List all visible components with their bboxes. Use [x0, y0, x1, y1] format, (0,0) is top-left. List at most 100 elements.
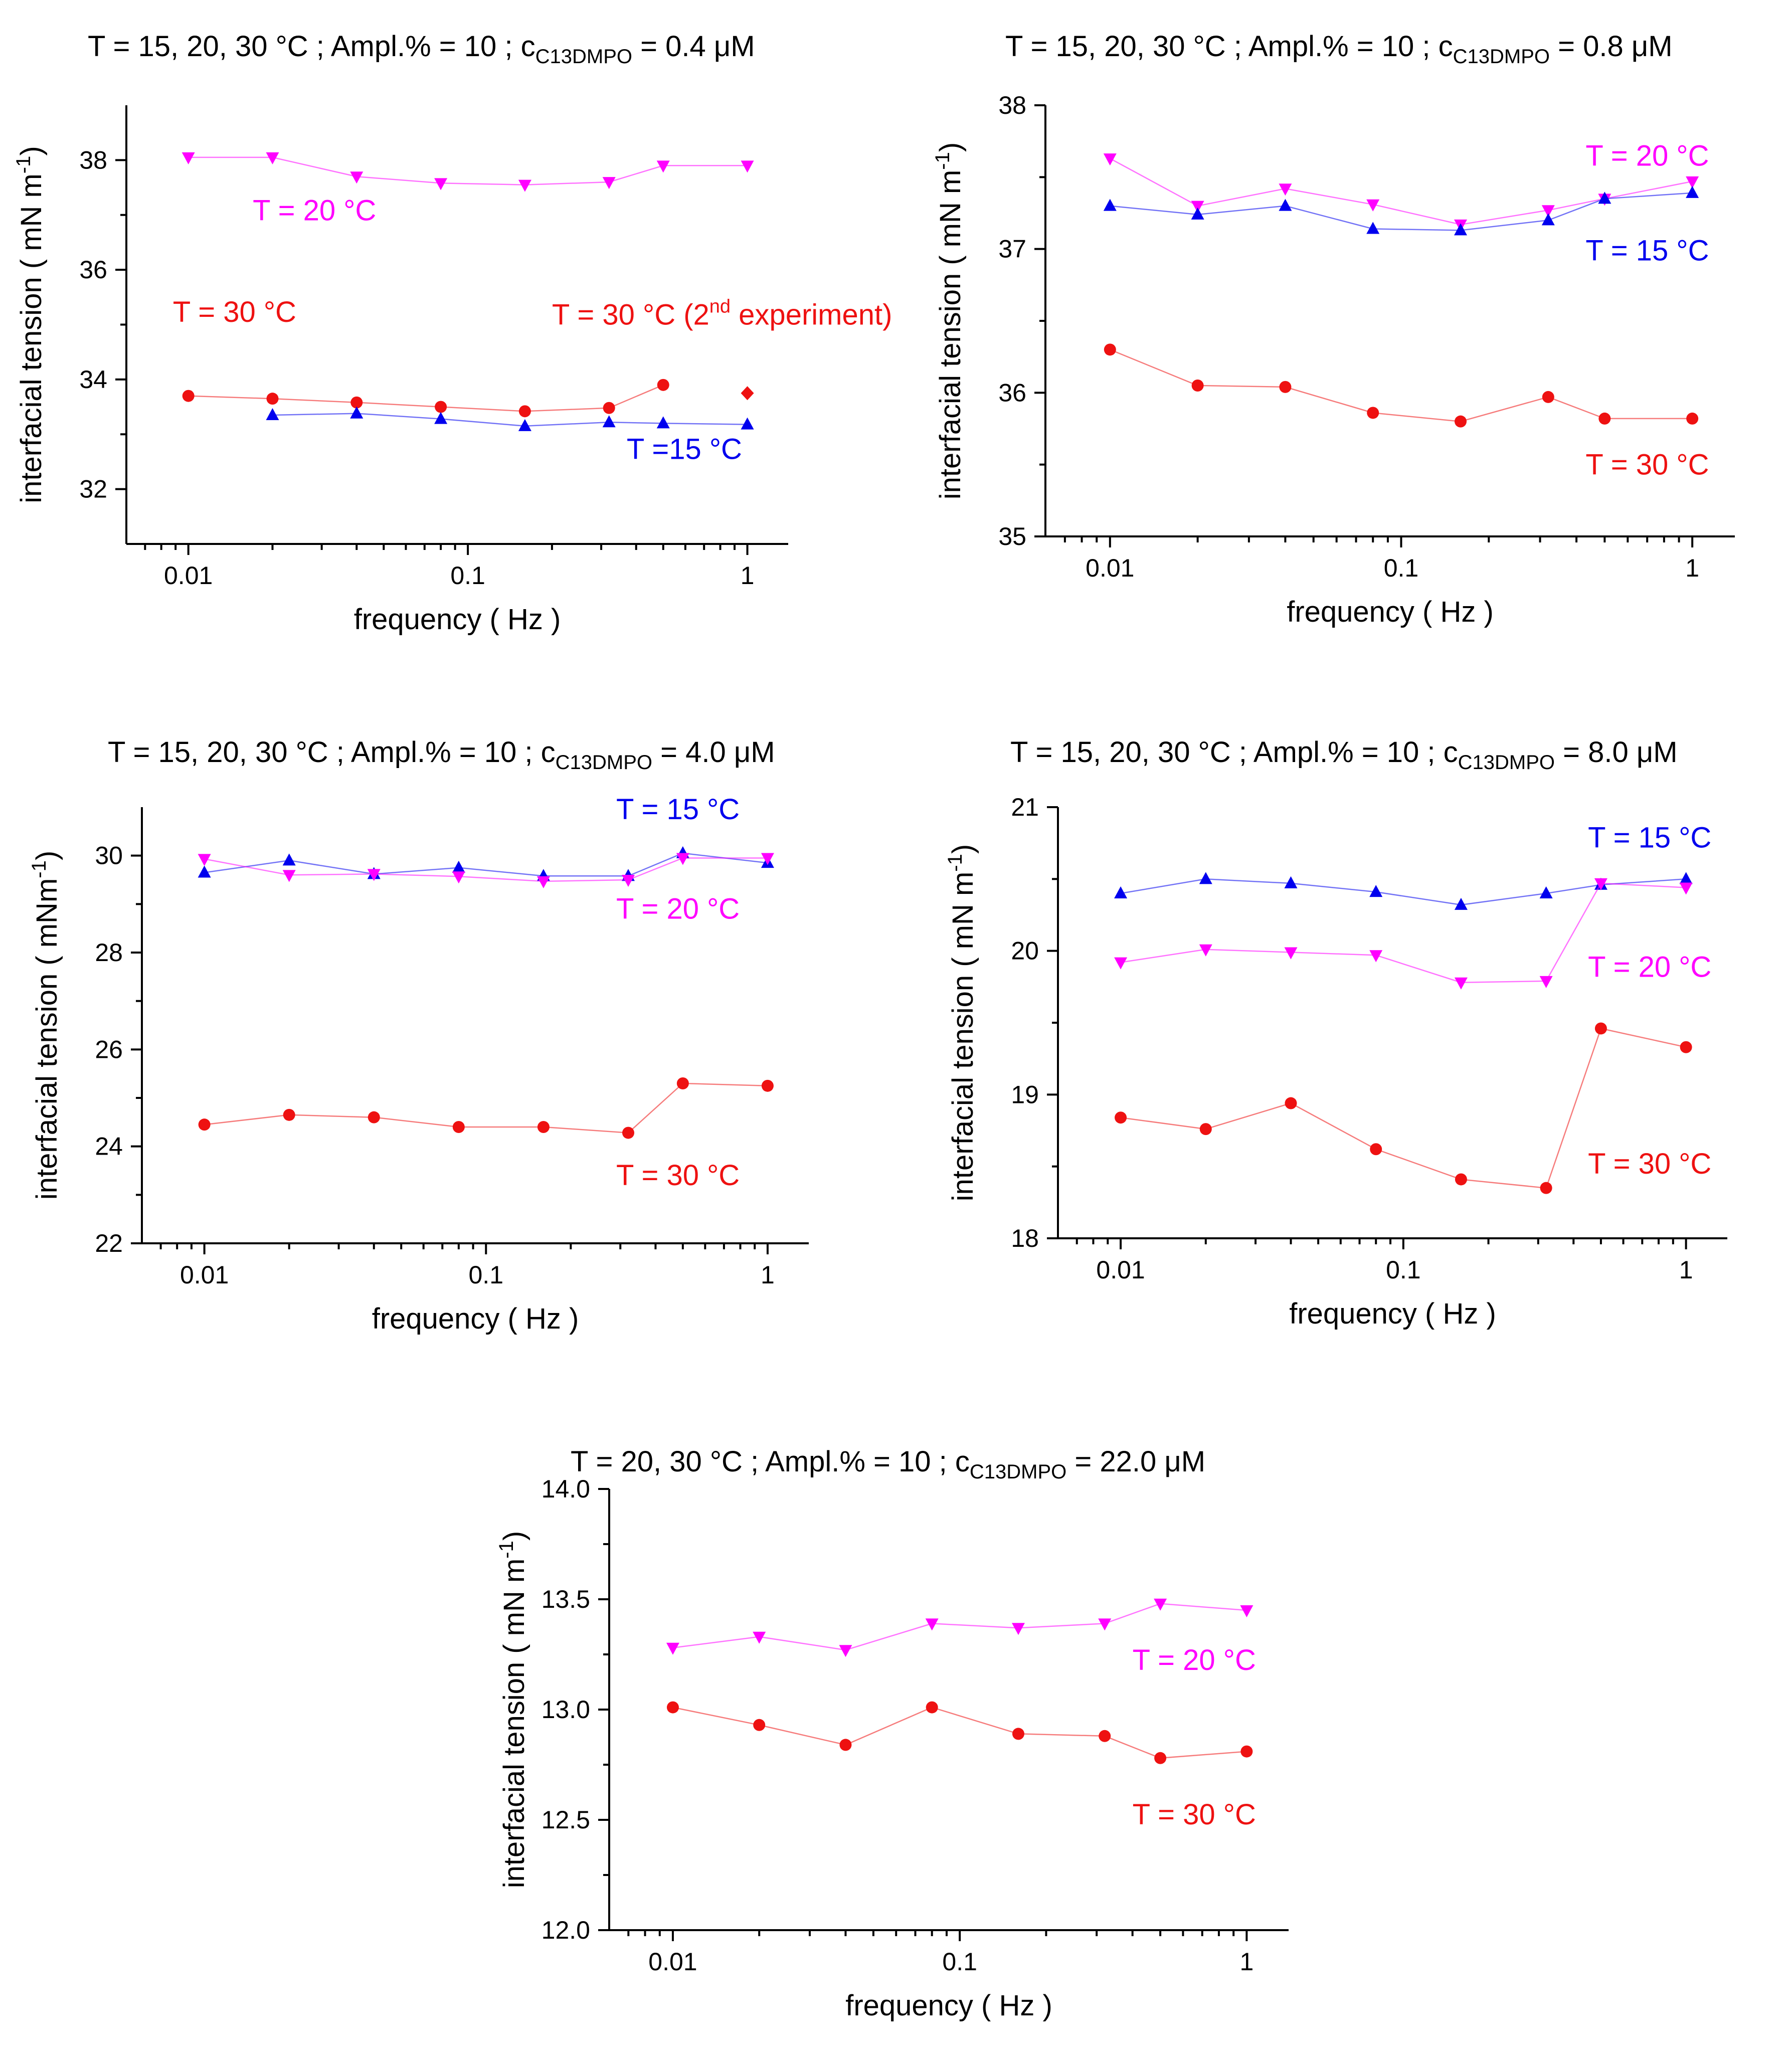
x-tick-label: 0.1 [1386, 1256, 1421, 1284]
chart-2: T = 15, 20, 30 °C ; Ampl.% = 10 ; cC13DM… [932, 30, 1735, 628]
chart-title: T = 20, 30 °C ; Ampl.% = 10 ; cC13DMPO =… [571, 1445, 1205, 1483]
data-point [676, 1077, 689, 1089]
data-point [266, 393, 279, 405]
data-point [1103, 199, 1117, 211]
x-axis-label: frequency ( Hz ) [372, 1302, 579, 1335]
y-tick-label: 18 [1011, 1224, 1039, 1252]
y-axis-label: interfacial tension ( mN m-1) [932, 142, 967, 499]
data-point [266, 152, 279, 164]
data-point [741, 160, 754, 173]
y-axis-label: interfacial tension ( mN m-1) [495, 1531, 530, 1888]
data-point [741, 417, 754, 430]
series-annotation: T = 30 °C [1588, 1148, 1711, 1180]
data-point [1686, 185, 1699, 198]
data-point [1539, 976, 1553, 988]
chart-title-main: T = 20, 30 °C ; Ampl.% = 10 ; c [571, 1445, 970, 1478]
data-point [1115, 1111, 1127, 1124]
y-axis-label-superscript: -1 [932, 152, 954, 170]
data-point [1114, 957, 1128, 970]
y-tick-label: 21 [1011, 793, 1039, 821]
data-point [602, 177, 616, 190]
annotation-text: T = 15 °C [616, 793, 740, 826]
y-tick-label: 14.0 [542, 1475, 590, 1503]
series-line [1110, 349, 1693, 422]
annotation-text: T = 30 °C [173, 296, 296, 328]
data-point [1199, 872, 1212, 884]
chart-title-tail: = 8.0 μM [1555, 736, 1678, 769]
series-annotation: T = 20 °C [1133, 1644, 1256, 1676]
y-axis-label: interfacial tension ( mNm-1) [28, 851, 63, 1200]
chart-title-main: T = 15, 20, 30 °C ; Ampl.% = 10 ; c [108, 736, 556, 769]
chart-5: T = 20, 30 °C ; Ampl.% = 10 ; cC13DMPO =… [495, 1445, 1289, 2022]
data-point [1542, 391, 1554, 403]
data-point [350, 396, 363, 409]
data-point [1455, 1173, 1467, 1186]
series-t-30-c [1104, 343, 1699, 428]
chart-title-subscript: C13DMPO [556, 752, 652, 774]
series-annotation: T = 30 °C [616, 1159, 740, 1192]
series-annotation: T = 30 °C [173, 296, 296, 328]
x-tick-label: 0.1 [942, 1948, 977, 1976]
data-point [1191, 207, 1204, 220]
data-point [198, 1118, 211, 1131]
series-t-15-c [1103, 185, 1699, 236]
annotation-tail: experiment) [731, 299, 892, 331]
y-tick-label: 38 [79, 146, 107, 174]
chart-title-main: T = 15, 20, 30 °C ; Ampl.% = 10 ; c [1005, 30, 1453, 63]
series-line [1120, 1028, 1686, 1189]
series-annotation: T = 20 °C [253, 195, 376, 227]
y-tick-label: 34 [79, 365, 107, 394]
series-line [272, 413, 748, 427]
data-point [602, 415, 616, 428]
data-point [1154, 1752, 1167, 1764]
data-point [926, 1701, 938, 1714]
data-point [839, 1645, 852, 1657]
y-tick-label: 12.5 [542, 1806, 590, 1834]
data-point [1104, 343, 1116, 356]
data-point [1454, 223, 1468, 236]
annotation-text: T = 20 °C [253, 195, 376, 227]
y-tick-label: 13.5 [542, 1585, 590, 1613]
annotation-text: T = 30 °C [1588, 1148, 1711, 1180]
annotation-text: T =15 °C [627, 433, 742, 465]
y-tick-label: 28 [95, 939, 123, 967]
series-annotation: T = 30 °C [1133, 1798, 1256, 1831]
data-point [1284, 947, 1298, 960]
data-point [518, 179, 531, 192]
series-line [1120, 882, 1686, 983]
data-point [282, 870, 296, 882]
x-tick-label: 0.1 [469, 1261, 504, 1289]
data-point [666, 1701, 679, 1714]
data-point [1367, 407, 1379, 419]
data-point [198, 854, 211, 866]
data-point [1598, 192, 1611, 204]
x-tick-label: 0.1 [450, 561, 485, 590]
data-point [1103, 153, 1117, 166]
series-t-30-c [182, 379, 669, 418]
series-t-20-c [666, 1598, 1253, 1657]
y-axis-label-main: interfacial tension ( mN m [498, 1559, 530, 1889]
annotation-text: T = 20 °C [1133, 1644, 1256, 1676]
y-axis-label-tail: ) [15, 146, 48, 155]
chart-title: T = 15, 20, 30 °C ; Ampl.% = 10 ; cC13DM… [1005, 30, 1673, 68]
data-point [368, 1111, 380, 1123]
y-tick-label: 19 [1011, 1080, 1039, 1108]
series-annotation: T = 15 °C [1588, 821, 1711, 854]
y-tick-label: 26 [95, 1035, 123, 1063]
chart-title-tail: = 0.8 μM [1550, 30, 1673, 63]
data-point [925, 1618, 939, 1631]
series-annotation: T = 15 °C [1585, 235, 1709, 267]
series-annotation: T =15 °C [627, 433, 742, 465]
data-point [1454, 977, 1468, 990]
x-tick-label: 0.01 [180, 1261, 229, 1289]
y-tick-label: 30 [95, 842, 123, 870]
chart-3: T = 15, 20, 30 °C ; Ampl.% = 10 ; cC13DM… [28, 736, 809, 1335]
y-tick-label: 35 [998, 522, 1026, 550]
y-axis-label-superscript: -1 [13, 156, 35, 174]
data-point [1199, 1123, 1212, 1136]
annotation-text: T = 20 °C [616, 892, 740, 925]
series-line [1110, 192, 1693, 231]
annotation-superscript: nd [709, 296, 731, 317]
chart-title-tail: = 0.4 μM [632, 30, 755, 63]
